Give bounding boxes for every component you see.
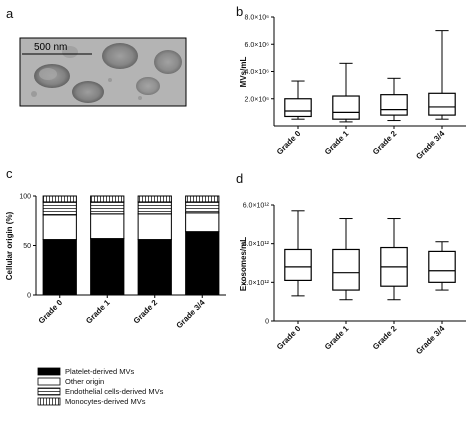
legend-label: Other origin — [65, 377, 104, 386]
d-xtick-label: Grade 0 — [275, 324, 303, 352]
c-bar-segment — [185, 231, 220, 296]
d-xtick-label: Grade 1 — [323, 324, 351, 352]
d-xtick-label: Grade 3/4 — [414, 324, 447, 357]
d-box — [428, 250, 456, 283]
legend-swatch — [37, 367, 61, 376]
scale-bar-label: 500 nm — [34, 42, 67, 53]
legend-label: Platelet-derived MVs — [65, 367, 134, 376]
c-bar-segment — [42, 195, 77, 203]
b-ytick-label: 4.0×10⁶ — [245, 69, 270, 76]
c-ytick-label: 0 — [27, 293, 31, 300]
c-bar-segment — [90, 238, 125, 296]
b-box — [428, 92, 456, 116]
legend-swatch — [37, 397, 61, 406]
c-bar-segment — [137, 239, 172, 296]
c-bar-segment — [42, 201, 77, 216]
c-bar-segment — [137, 213, 172, 241]
panel-label-b: b — [236, 4, 243, 19]
b-box — [380, 94, 408, 116]
panel-label-d: d — [236, 171, 243, 186]
legend-label: Endothelial cells-derived MVs — [65, 387, 164, 396]
d-box — [332, 248, 360, 291]
c-bar-segment — [90, 195, 125, 203]
c-bar-segment — [185, 212, 220, 233]
legend-swatch — [37, 387, 61, 396]
d-box — [284, 248, 312, 281]
c-xtick-label: Grade 0 — [37, 298, 65, 326]
b-ytick-label: 2.0×10⁶ — [245, 96, 270, 103]
c-bar-segment — [90, 201, 125, 215]
c-bar-segment — [137, 195, 172, 203]
legend-swatch — [37, 377, 61, 386]
d-ytick-label: 0 — [265, 319, 269, 326]
c-bar-segment — [42, 214, 77, 241]
panel-label-a: a — [6, 6, 14, 21]
b-xtick-label: Grade 0 — [275, 129, 303, 157]
micrograph: 500 nm — [19, 37, 187, 107]
d-ytick-label: 4.0×10¹² — [243, 241, 270, 248]
c-ytick-label: 100 — [19, 194, 31, 201]
b-ylabel: MVs/mL — [239, 57, 248, 88]
b-xtick-label: Grade 1 — [323, 129, 351, 157]
c-xtick-label: Grade 2 — [132, 298, 160, 326]
c-bar-segment — [185, 195, 220, 203]
c-bar-segment — [137, 201, 172, 215]
legend-label: Monocytes-derived MVs — [65, 397, 146, 406]
b-ytick-label: 8.0×10⁶ — [245, 15, 270, 22]
b-xtick-label: Grade 2 — [371, 129, 399, 157]
b-xtick-label: Grade 3/4 — [414, 129, 447, 162]
d-ytick-label: 2.0×10¹² — [243, 280, 270, 287]
panel-b-chart: 2.0×10⁶ 4.0×10⁶ 6.0×10⁶ 8.0×10⁶ Grade 0 Grade… — [239, 15, 466, 162]
b-box — [284, 98, 312, 118]
c-xtick-label: Grade 3/4 — [175, 298, 208, 331]
d-ytick-label: 6.0×10¹² — [243, 203, 270, 210]
c-bar-segment — [90, 213, 125, 240]
d-ylabel: Exosomes/mL — [239, 237, 248, 291]
b-ytick-label: 6.0×10⁶ — [245, 42, 270, 49]
panel-d-chart: 0 2.0×10¹² 4.0×10¹² 6.0×10¹² Grade 0 Grade 1 G… — [239, 203, 466, 357]
c-bar-segment — [185, 201, 220, 214]
c-xtick-label: Grade 1 — [84, 298, 112, 326]
b-box — [332, 95, 360, 120]
d-xtick-label: Grade 2 — [371, 324, 399, 352]
c-ylabel: Cellular origin (%) — [5, 211, 14, 280]
c-ytick-label: 50 — [23, 243, 31, 250]
c-bar-segment — [42, 239, 77, 296]
panel-c-chart: 0 50 100 Grade 0 Grade 1 Grade 2 Grade 3/4 Cell… — [5, 194, 226, 331]
panel-label-c: c — [6, 166, 13, 181]
